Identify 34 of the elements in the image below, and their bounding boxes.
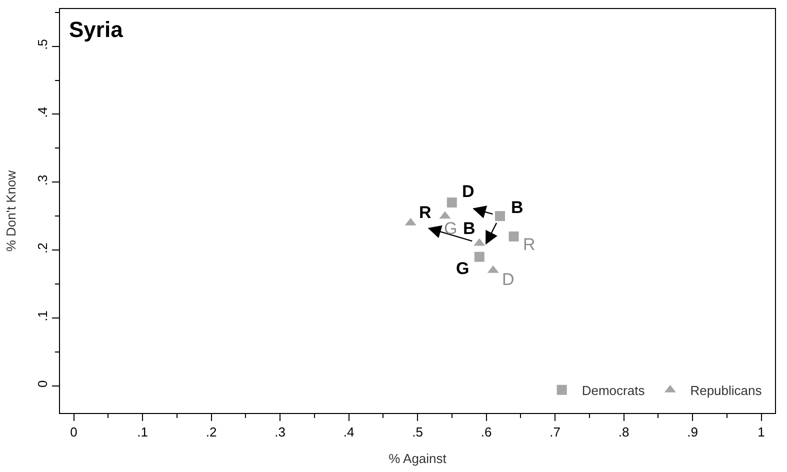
y-tick-label: .2 — [34, 242, 50, 254]
x-tick-label: .9 — [687, 424, 698, 440]
x-tick-label: .3 — [274, 424, 286, 440]
point — [495, 211, 505, 222]
annotation: B — [511, 198, 524, 217]
annotation: G — [456, 259, 470, 278]
y-tick-label: .5 — [34, 38, 50, 50]
x-tick-label: 1 — [758, 424, 765, 440]
x-tick-label: 0 — [70, 424, 78, 440]
y-axis-title: % Don't Know — [4, 170, 19, 252]
y-tick-label: 0 — [34, 380, 50, 388]
legend-label: Democrats — [582, 382, 646, 398]
annotation: G — [444, 219, 458, 238]
y-tick-label: .4 — [34, 106, 50, 118]
annotation: R — [523, 235, 536, 254]
point — [474, 252, 484, 262]
annotation: B — [463, 219, 476, 238]
x-tick-label: .2 — [206, 424, 217, 440]
chart-title: Syria — [69, 17, 124, 42]
annotation: D — [502, 270, 514, 289]
annotation: R — [419, 203, 432, 222]
x-tick-label: .1 — [137, 424, 148, 440]
x-tick-label: .6 — [480, 424, 492, 440]
annotation: D — [462, 182, 474, 201]
point — [446, 198, 457, 208]
legend-label: Republicans — [690, 382, 762, 398]
x-tick-label: .7 — [550, 424, 560, 440]
y-tick-label: .3 — [34, 174, 50, 186]
point — [508, 231, 519, 242]
x-tick-label: .5 — [412, 424, 423, 440]
x-axis-title: % Against — [388, 451, 447, 466]
x-tick-label: .4 — [343, 424, 354, 440]
x-tick-label: .8 — [618, 424, 630, 440]
y-tick-label: .1 — [34, 310, 50, 322]
